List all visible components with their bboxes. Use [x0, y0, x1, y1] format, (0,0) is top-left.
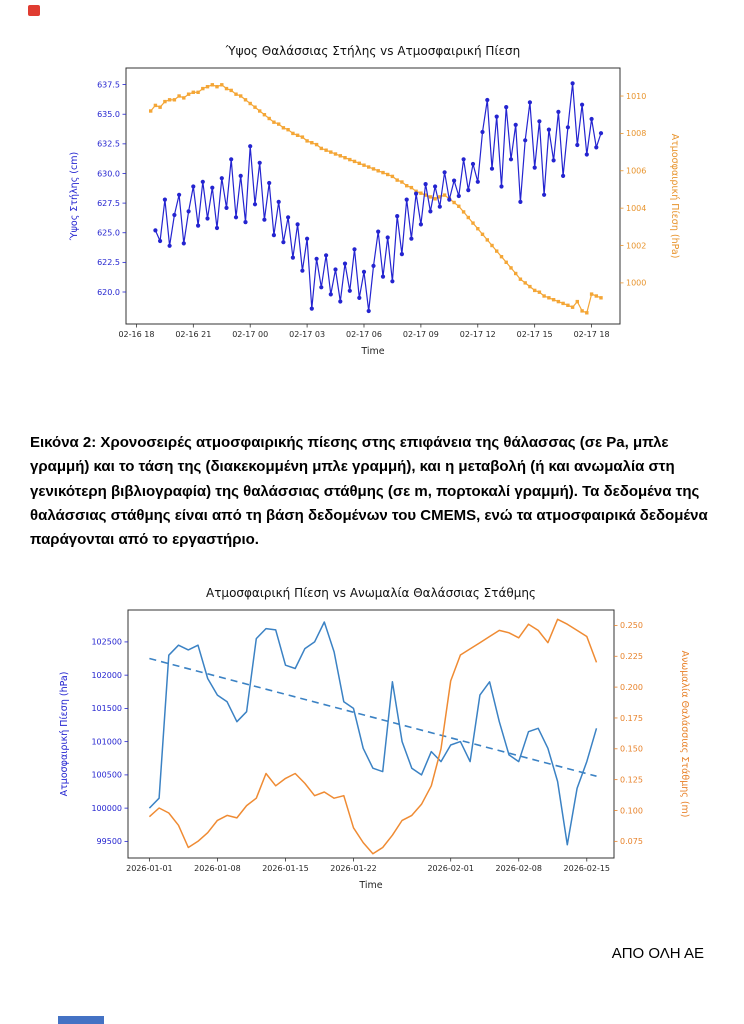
- svg-text:Ύψος Θαλάσσιας Στήλης vs Ατμοσ: Ύψος Θαλάσσιας Στήλης vs Ατμοσφαιρική Πί…: [225, 44, 520, 58]
- svg-text:102000: 102000: [91, 671, 122, 680]
- svg-text:1006: 1006: [626, 167, 646, 176]
- svg-text:0.075: 0.075: [620, 838, 643, 847]
- svg-text:Ατμοσφαιρική Πίεση vs Ανωμαλία: Ατμοσφαιρική Πίεση vs Ανωμαλία Θαλάσσιας…: [206, 586, 536, 600]
- svg-text:0.150: 0.150: [620, 745, 643, 754]
- svg-text:02-17 09: 02-17 09: [403, 330, 439, 339]
- chart-sea-column-height-vs-pressure: 02-16 18 02-16 21 02-17 00 02-17 03 02-17 06…: [62, 34, 682, 379]
- svg-text:100000: 100000: [91, 804, 122, 813]
- svg-text:0.250: 0.250: [620, 622, 643, 631]
- svg-text:02-16 21: 02-16 21: [175, 330, 211, 339]
- svg-text:02-17 12: 02-17 12: [460, 330, 496, 339]
- svg-text:2026-01-01: 2026-01-01: [126, 864, 173, 873]
- svg-text:02-17 18: 02-17 18: [574, 330, 610, 339]
- svg-text:02-17 06: 02-17 06: [346, 330, 382, 339]
- svg-text:02-17 03: 02-17 03: [289, 330, 325, 339]
- svg-text:2026-01-08: 2026-01-08: [194, 864, 241, 873]
- svg-text:635.0: 635.0: [97, 110, 120, 119]
- svg-text:1002: 1002: [626, 241, 646, 250]
- svg-text:625.0: 625.0: [97, 229, 120, 238]
- svg-text:Ύψος Στήλης (cm): Ύψος Στήλης (cm): [69, 152, 80, 241]
- svg-text:101500: 101500: [91, 705, 122, 714]
- svg-text:0.200: 0.200: [620, 683, 643, 692]
- figure-2-container: 2026-01-01 2026-01-08 2026-01-15 2026-01-22…: [0, 580, 744, 915]
- svg-text:637.5: 637.5: [97, 80, 120, 89]
- svg-text:Time: Time: [358, 880, 382, 891]
- svg-text:1008: 1008: [626, 129, 646, 138]
- svg-text:0.125: 0.125: [620, 776, 643, 785]
- corner-red-mark: [28, 5, 40, 16]
- svg-text:1004: 1004: [626, 204, 646, 213]
- svg-text:2026-02-01: 2026-02-01: [427, 864, 474, 873]
- svg-text:630.0: 630.0: [97, 169, 120, 178]
- svg-text:Ατμοσφαιρική Πίεση (hPa): Ατμοσφαιρική Πίεση (hPa): [59, 672, 70, 797]
- figure-2-caption: Εικόνα 2: Χρονοσειρές ατμοσφαιρικής πίεσ…: [30, 434, 708, 549]
- svg-text:2026-01-15: 2026-01-15: [262, 864, 309, 873]
- svg-text:1010: 1010: [626, 92, 646, 101]
- svg-text:0.225: 0.225: [620, 653, 643, 662]
- bottom-blue-bar: [58, 1016, 104, 1024]
- svg-text:0.175: 0.175: [620, 714, 643, 723]
- svg-text:622.5: 622.5: [97, 258, 120, 267]
- svg-text:102500: 102500: [91, 638, 122, 647]
- svg-text:620.0: 620.0: [97, 288, 120, 297]
- svg-text:632.5: 632.5: [97, 140, 120, 149]
- footer-text: ΑΠΟ ΟΛΗ ΑΕ: [611, 945, 704, 963]
- svg-text:99500: 99500: [97, 838, 122, 847]
- chart-pressure-vs-sea-level-anomaly: 2026-01-01 2026-01-08 2026-01-15 2026-01-22…: [52, 580, 692, 915]
- svg-text:2026-02-15: 2026-02-15: [564, 864, 611, 873]
- svg-text:100500: 100500: [91, 771, 122, 780]
- svg-text:02-16 18: 02-16 18: [118, 330, 154, 339]
- figure-1-container: 02-16 18 02-16 21 02-17 00 02-17 03 02-17 06…: [0, 34, 744, 379]
- svg-text:02-17 00: 02-17 00: [232, 330, 268, 339]
- svg-text:101000: 101000: [91, 738, 122, 747]
- svg-text:2026-01-22: 2026-01-22: [330, 864, 377, 873]
- svg-text:0.100: 0.100: [620, 807, 643, 816]
- svg-text:2026-02-08: 2026-02-08: [495, 864, 542, 873]
- svg-text:627.5: 627.5: [97, 199, 120, 208]
- svg-text:Ανωμαλία Θαλάσσιας Στάθμης (m): Ανωμαλία Θαλάσσιας Στάθμης (m): [679, 651, 690, 818]
- svg-text:Time: Time: [360, 346, 384, 357]
- svg-text:02-17 15: 02-17 15: [517, 330, 553, 339]
- svg-text:Ατμοσφαιρική Πίεση (hPa): Ατμοσφαιρική Πίεση (hPa): [669, 134, 680, 259]
- svg-text:1000: 1000: [626, 279, 646, 288]
